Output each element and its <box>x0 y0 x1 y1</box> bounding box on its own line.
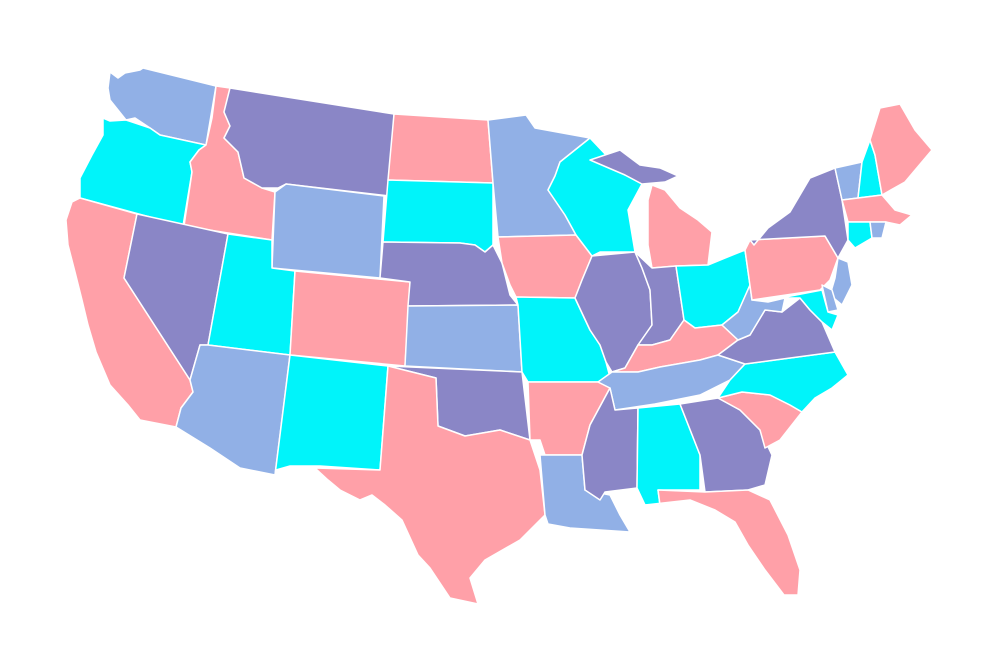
state-fl[interactable] <box>644 489 801 596</box>
state-ri[interactable] <box>869 221 887 239</box>
state-mi-up[interactable] <box>589 149 679 185</box>
state-mi[interactable] <box>647 184 713 269</box>
state-ks[interactable] <box>404 304 523 373</box>
state-me[interactable] <box>869 103 933 196</box>
state-co[interactable] <box>289 270 411 367</box>
states-layer <box>65 67 933 605</box>
state-nj[interactable] <box>829 257 853 306</box>
state-wy[interactable] <box>271 183 385 279</box>
state-sd[interactable] <box>382 179 494 253</box>
state-ct[interactable] <box>847 221 873 249</box>
state-nd[interactable] <box>387 113 494 184</box>
state-md[interactable] <box>769 289 839 331</box>
state-nm[interactable] <box>274 354 389 476</box>
state-tx[interactable] <box>314 365 546 605</box>
state-nc[interactable] <box>717 351 849 413</box>
state-ne[interactable] <box>379 241 519 307</box>
